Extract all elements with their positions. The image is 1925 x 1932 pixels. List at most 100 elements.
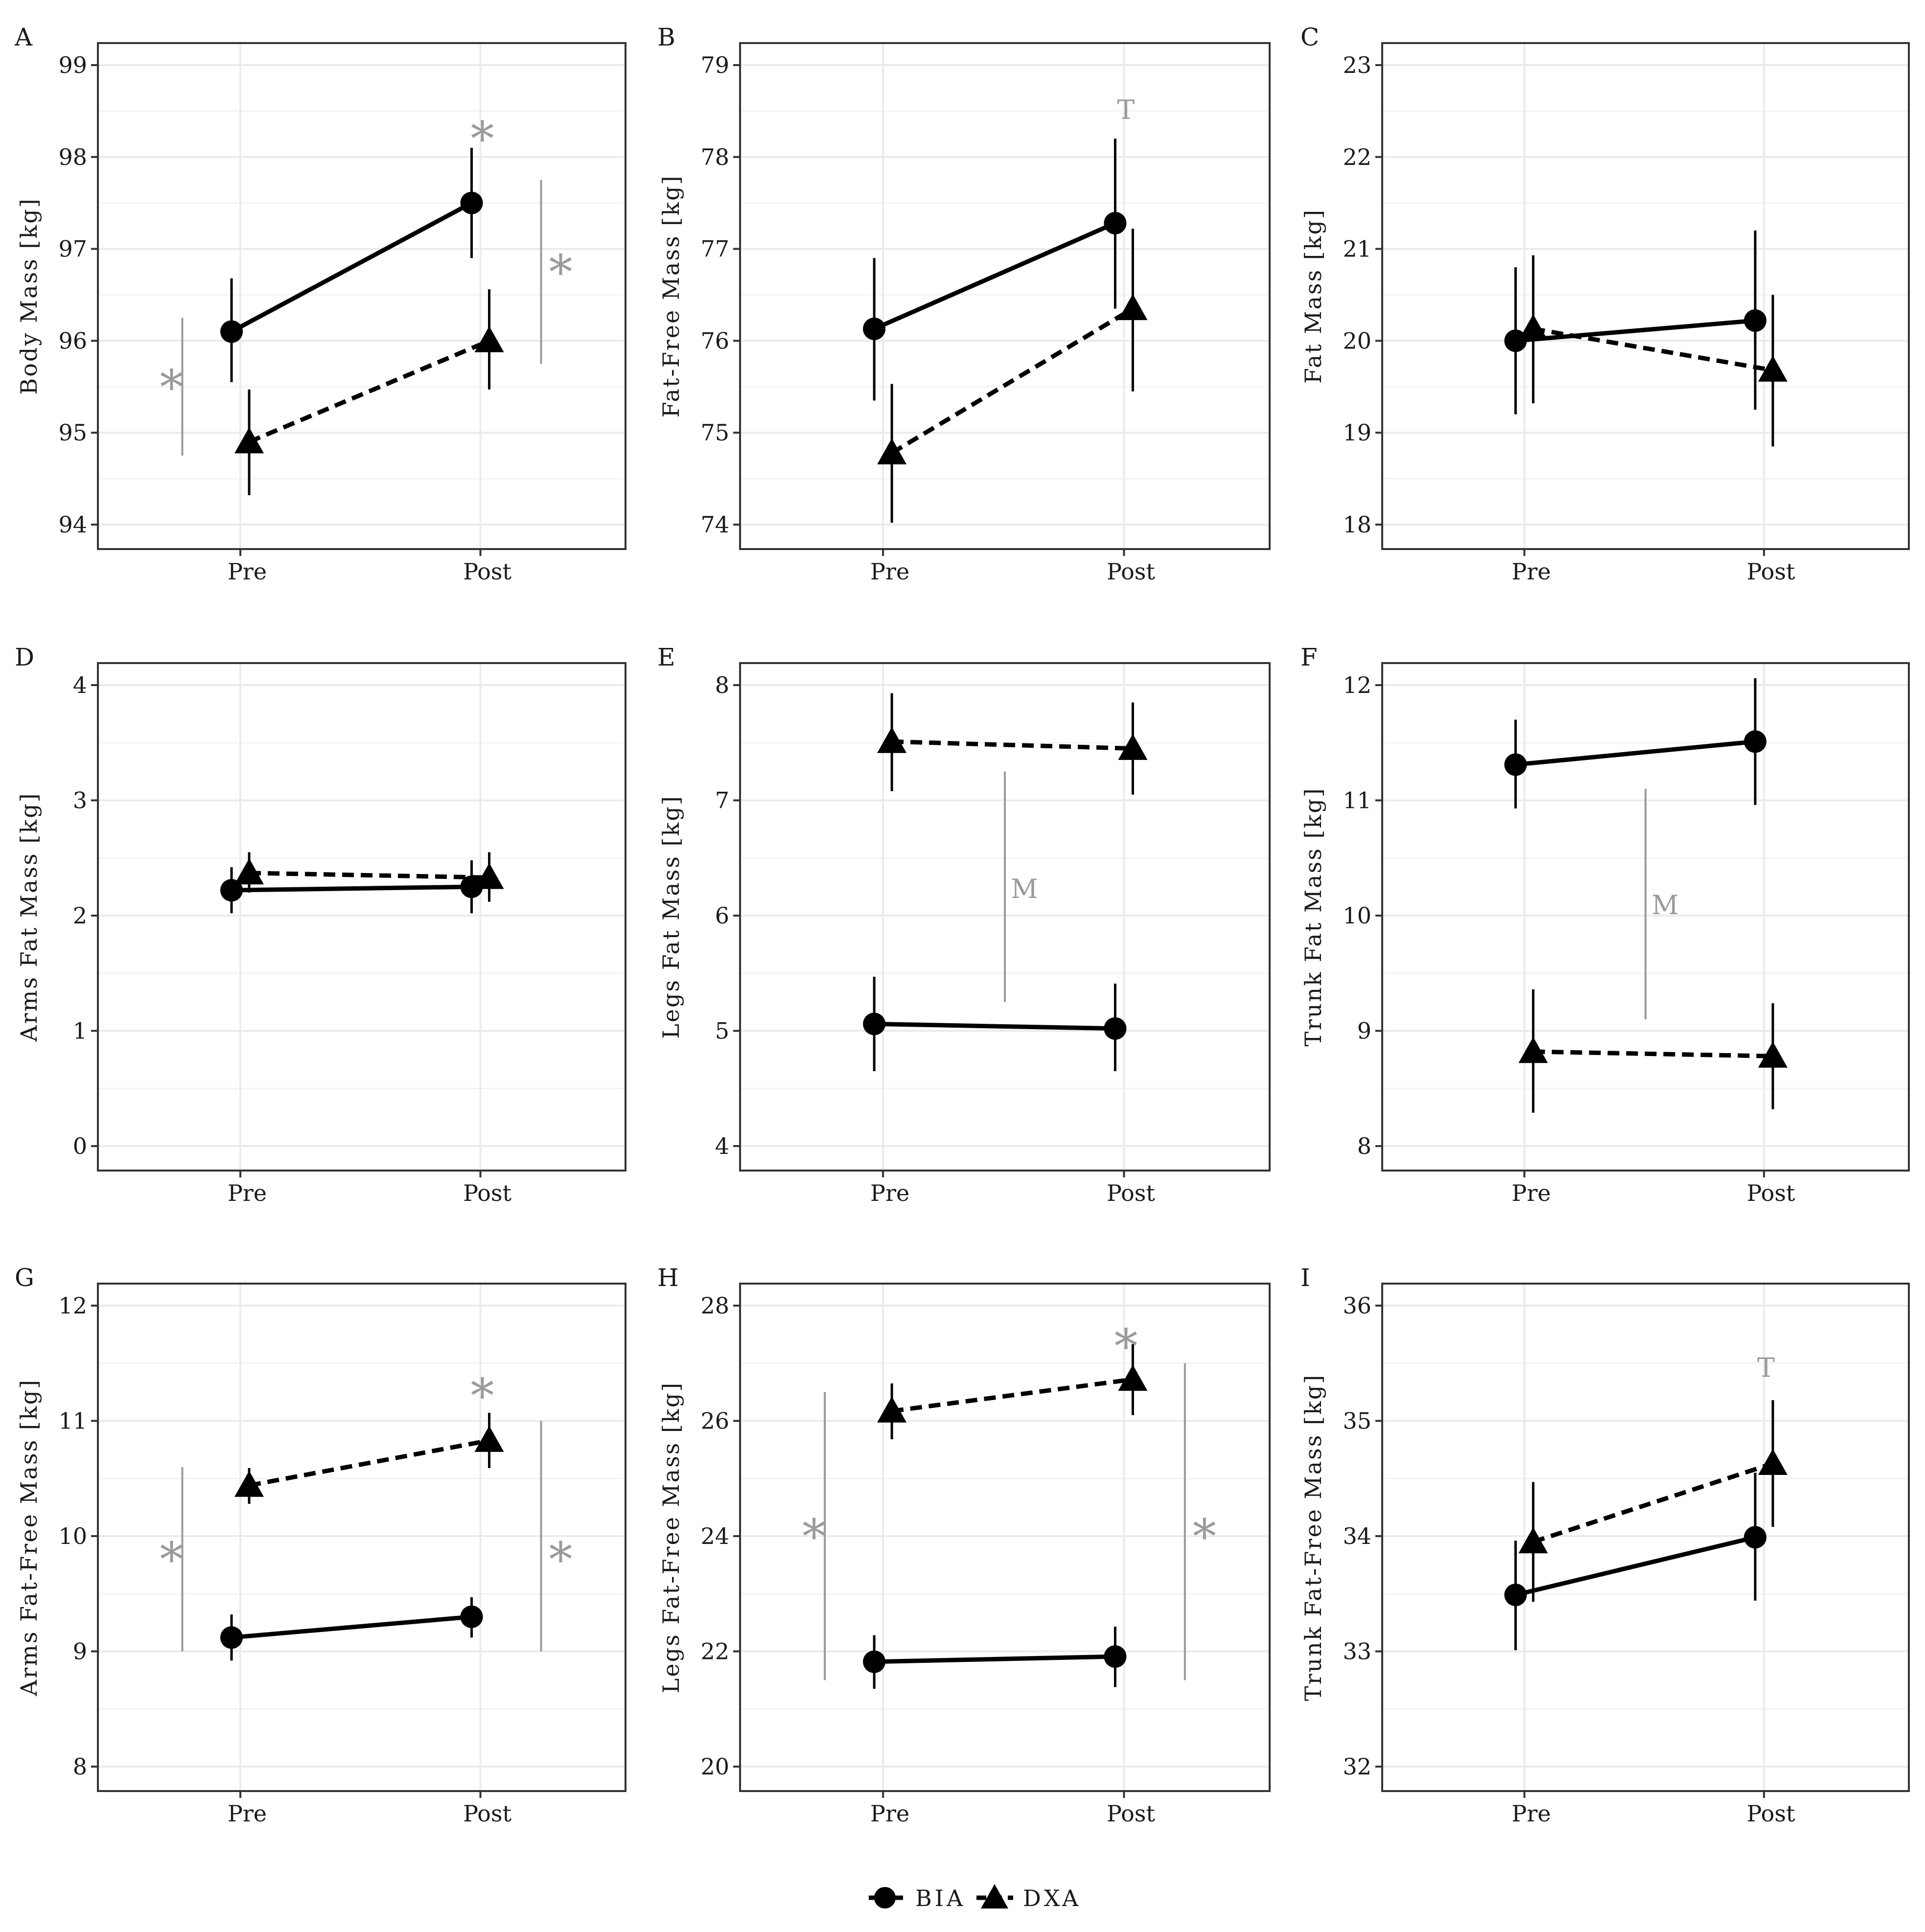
- y-tick-label: 8: [1357, 1133, 1371, 1159]
- x-tick-label: Pre: [228, 558, 267, 585]
- panel-border: [1381, 1283, 1910, 1792]
- panel-tag: I: [1300, 1264, 1310, 1292]
- y-tick-label: 26: [700, 1408, 729, 1434]
- data-point-dxa: [474, 326, 504, 352]
- series-line-bia: [231, 884, 472, 893]
- y-tick-label: 79: [700, 52, 729, 78]
- y-tick-label: 21: [1343, 236, 1371, 262]
- panel-tag: A: [14, 23, 33, 51]
- y-tick-label: 28: [700, 1292, 729, 1319]
- significance-label: M: [1011, 874, 1038, 904]
- y-axis-title: Trunk Fat Mass [kg]: [1300, 787, 1326, 1046]
- series-line-dxa: [1532, 326, 1773, 372]
- data-point-dxa: [877, 1396, 907, 1423]
- x-tick-label: Post: [1747, 558, 1795, 585]
- x-tick-label: Pre: [870, 1800, 909, 1827]
- data-point-bia: [1104, 1645, 1127, 1668]
- y-tick-label: 76: [700, 327, 729, 354]
- y-tick-label: 77: [700, 236, 729, 262]
- y-tick-label: 32: [1343, 1753, 1371, 1780]
- x-tick-label: Pre: [1511, 558, 1551, 585]
- data-point-dxa: [1118, 1364, 1148, 1391]
- y-axis-title: Fat-Free Mass [kg]: [658, 175, 684, 418]
- y-tick-label: 0: [73, 1133, 87, 1159]
- y-axis-title: Arms Fat Mass [kg]: [16, 792, 42, 1042]
- y-tick-label: 6: [715, 902, 729, 929]
- series-line-bia: [873, 221, 1116, 331]
- x-tick-label: Post: [1107, 1180, 1155, 1206]
- series-line-dxa: [1533, 1049, 1773, 1058]
- y-tick-label: 78: [700, 144, 729, 170]
- y-tick-label: 99: [58, 52, 87, 78]
- y-axis-title: Body Mass [kg]: [16, 197, 42, 394]
- panel-tag: F: [1300, 643, 1318, 671]
- y-tick-label: 24: [700, 1523, 729, 1549]
- data-point-dxa: [234, 858, 264, 885]
- series-line-dxa: [891, 1377, 1134, 1413]
- y-axis-title: Legs Fat-Free Mass [kg]: [658, 1381, 684, 1693]
- panel-border: [1381, 42, 1910, 550]
- y-tick-label: 96: [58, 327, 87, 354]
- data-point-bia: [1744, 309, 1767, 332]
- panel-c: 18 19 20 21 22 23 Pre Post Fat Mass [kg] C: [1300, 23, 1910, 585]
- series-line-dxa: [249, 871, 489, 880]
- data-point-bia: [1744, 1526, 1767, 1549]
- data-point-bia: [1104, 1017, 1127, 1040]
- y-tick-label: 9: [73, 1638, 87, 1665]
- legend-label-dxa: DXA: [1023, 1885, 1081, 1911]
- trend-label: T: [1757, 1353, 1775, 1383]
- legend-key-triangle: [981, 1884, 1008, 1909]
- y-tick-label: 98: [58, 144, 87, 170]
- panel-border: [739, 42, 1271, 550]
- data-point-bia: [1104, 212, 1127, 235]
- data-point-bia: [863, 317, 886, 340]
- panel-g: * * * 8 9 10 11 12 Pre Post Arms Fat-Free Mass [kg…: [15, 1264, 626, 1827]
- data-point-bia: [1504, 329, 1527, 352]
- y-axis-title: Arms Fat-Free Mass [kg]: [16, 1379, 42, 1697]
- y-tick-label: 10: [58, 1523, 87, 1549]
- panel-e: M 4 5 6 7 8 Pre Post Legs Fat Mass [kg] E: [657, 643, 1271, 1206]
- plot-background: [98, 663, 626, 1171]
- plot-background: [740, 43, 1270, 549]
- panel-i: T 32 33 34 35 36 Pre Post Trunk Fat-Free Mass [k…: [1300, 1264, 1910, 1827]
- y-tick-label: 11: [58, 1408, 87, 1434]
- y-tick-label: 74: [700, 511, 729, 538]
- y-tick-label: 97: [58, 236, 87, 262]
- y-tick-label: 11: [1343, 787, 1371, 814]
- panel-border: [739, 1283, 1271, 1792]
- x-tick-label: Post: [463, 558, 511, 585]
- x-tick-label: Post: [1747, 1800, 1795, 1827]
- x-tick-label: Post: [1107, 558, 1155, 585]
- series-line-bia: [874, 1021, 1115, 1031]
- data-point-dxa: [1518, 1527, 1548, 1554]
- significance-label: *: [549, 245, 573, 300]
- significance-star: *: [1114, 1319, 1137, 1374]
- panel-tag: G: [15, 1264, 34, 1292]
- y-axis-title: Legs Fat Mass [kg]: [658, 795, 684, 1038]
- significance-label: *: [160, 1532, 183, 1587]
- panel-border: [97, 42, 626, 550]
- data-point-dxa: [474, 863, 504, 889]
- data-point-bia: [460, 191, 483, 214]
- plot-background: [98, 1284, 626, 1791]
- x-tick-label: Post: [1107, 1800, 1155, 1827]
- series-line-bia: [1515, 1535, 1756, 1597]
- x-tick-label: Post: [463, 1180, 511, 1206]
- data-point-dxa: [1758, 355, 1788, 382]
- series-line-dxa: [249, 1438, 490, 1488]
- y-axis-title: Trunk Fat-Free Mass [kg]: [1300, 1374, 1326, 1701]
- legend-key-circle: [874, 1887, 896, 1909]
- data-point-dxa: [474, 1426, 504, 1452]
- y-tick-label: 20: [700, 1753, 729, 1780]
- x-tick-label: Post: [463, 1800, 511, 1827]
- y-tick-label: 95: [58, 419, 87, 446]
- y-tick-label: 7: [715, 787, 729, 814]
- trend-label: T: [1117, 94, 1135, 125]
- significance-label: *: [160, 360, 183, 414]
- y-tick-label: 36: [1343, 1292, 1371, 1319]
- data-point-bia: [863, 1012, 886, 1035]
- y-tick-label: 5: [715, 1018, 729, 1044]
- y-tick-label: 33: [1343, 1638, 1371, 1665]
- y-tick-label: 22: [700, 1638, 729, 1665]
